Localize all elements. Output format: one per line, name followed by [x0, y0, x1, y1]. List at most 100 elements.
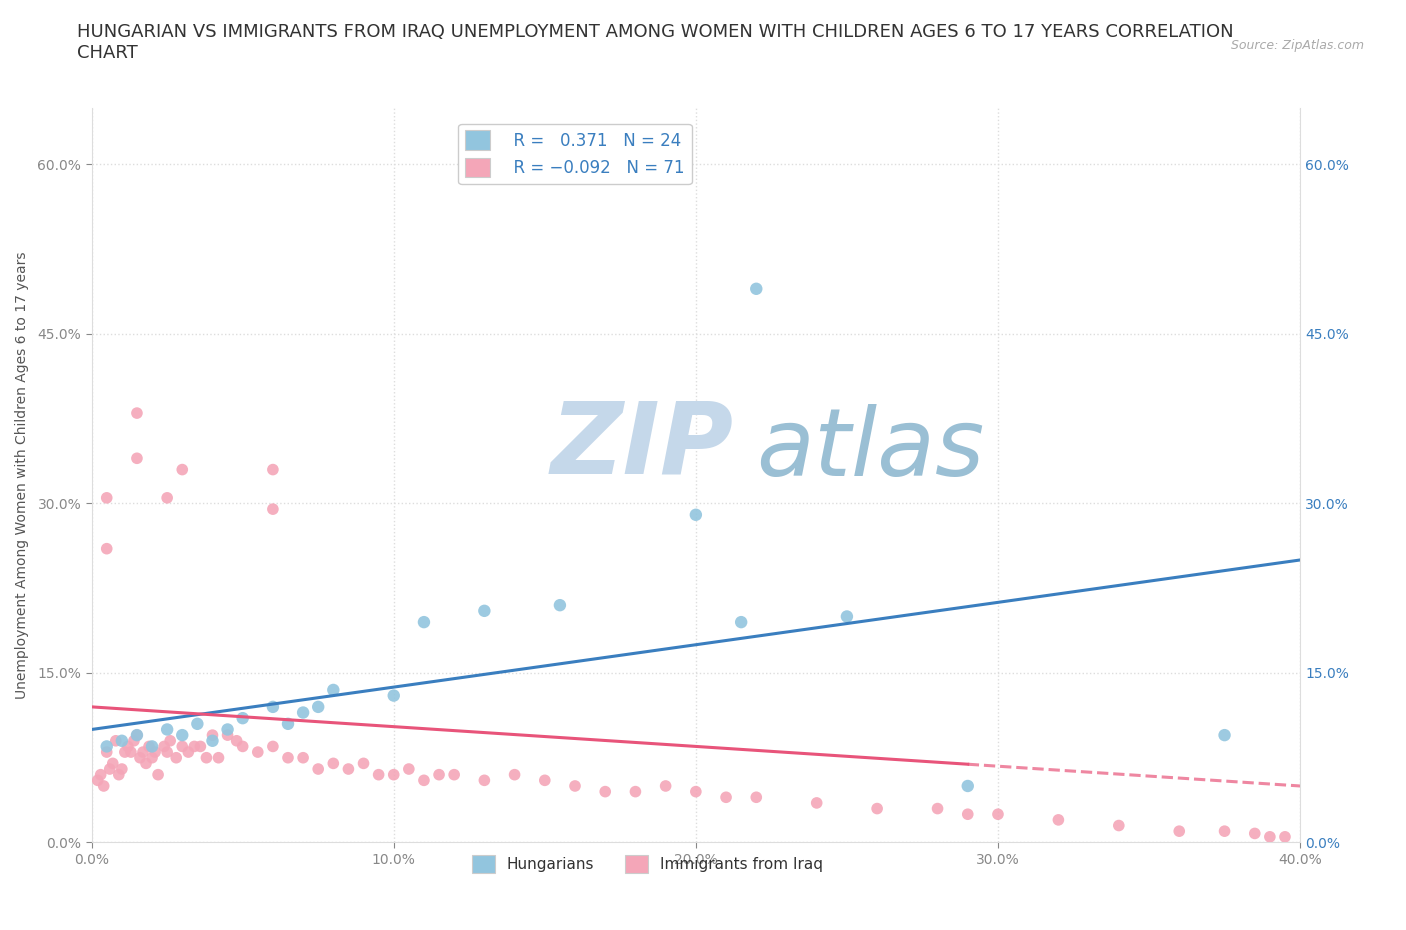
- Point: [125, 405, 148, 420]
- Point: [96, 490, 118, 505]
- Point: [1047, 813, 1070, 828]
- Point: [987, 807, 1010, 822]
- Point: [292, 705, 315, 720]
- Point: [86, 773, 108, 788]
- Point: [474, 604, 496, 618]
- Point: [246, 745, 269, 760]
- Text: Source: ZipAtlas.com: Source: ZipAtlas.com: [1230, 39, 1364, 52]
- Point: [96, 541, 118, 556]
- Point: [201, 734, 224, 749]
- Point: [730, 615, 752, 630]
- Point: [172, 462, 194, 477]
- Text: HUNGARIAN VS IMMIGRANTS FROM IRAQ UNEMPLOYMENT AMONG WOMEN WITH CHILDREN AGES 6 : HUNGARIAN VS IMMIGRANTS FROM IRAQ UNEMPL…: [77, 23, 1234, 62]
- Text: atlas: atlas: [756, 404, 984, 495]
- Point: [129, 751, 152, 765]
- Point: [1108, 818, 1130, 833]
- Point: [159, 734, 181, 749]
- Point: [322, 756, 344, 771]
- Point: [98, 762, 121, 777]
- Point: [533, 773, 555, 788]
- Point: [956, 778, 979, 793]
- Point: [1213, 727, 1236, 742]
- Point: [685, 508, 707, 523]
- Point: [382, 767, 405, 782]
- Point: [307, 699, 329, 714]
- Point: [225, 734, 247, 749]
- Legend: Hungarians, Immigrants from Iraq: Hungarians, Immigrants from Iraq: [465, 849, 830, 879]
- Point: [277, 716, 299, 731]
- Point: [503, 767, 526, 782]
- Point: [190, 739, 212, 754]
- Point: [1258, 830, 1281, 844]
- Point: [122, 734, 145, 749]
- Point: [835, 609, 858, 624]
- Point: [427, 767, 450, 782]
- Text: ZIP: ZIP: [551, 397, 734, 495]
- Point: [165, 751, 187, 765]
- Point: [183, 739, 205, 754]
- Point: [866, 801, 889, 816]
- Point: [125, 727, 148, 742]
- Point: [177, 745, 200, 760]
- Point: [262, 739, 284, 754]
- Point: [146, 767, 169, 782]
- Point: [138, 739, 160, 754]
- Point: [201, 727, 224, 742]
- Point: [277, 751, 299, 765]
- Point: [156, 745, 179, 760]
- Point: [96, 739, 118, 754]
- Point: [125, 727, 148, 742]
- Point: [153, 739, 176, 754]
- Point: [232, 739, 254, 754]
- Point: [382, 688, 405, 703]
- Point: [654, 778, 676, 793]
- Point: [927, 801, 949, 816]
- Point: [956, 807, 979, 822]
- Point: [232, 711, 254, 725]
- Point: [114, 745, 136, 760]
- Point: [207, 751, 229, 765]
- Point: [96, 745, 118, 760]
- Point: [1213, 824, 1236, 839]
- Point: [108, 767, 131, 782]
- Point: [186, 716, 208, 731]
- Point: [367, 767, 389, 782]
- Point: [93, 778, 115, 793]
- Point: [117, 739, 139, 754]
- Point: [172, 727, 194, 742]
- Point: [104, 734, 127, 749]
- Point: [90, 767, 112, 782]
- Point: [292, 751, 315, 765]
- Point: [307, 762, 329, 777]
- Point: [111, 762, 134, 777]
- Point: [685, 784, 707, 799]
- Point: [714, 790, 737, 804]
- Point: [398, 762, 420, 777]
- Point: [262, 462, 284, 477]
- Point: [217, 727, 239, 742]
- Point: [135, 756, 157, 771]
- Point: [141, 751, 163, 765]
- Point: [548, 598, 571, 613]
- Point: [745, 790, 768, 804]
- Point: [564, 778, 586, 793]
- Point: [120, 745, 142, 760]
- Point: [195, 751, 218, 765]
- Point: [745, 282, 768, 297]
- Point: [413, 615, 436, 630]
- Point: [125, 451, 148, 466]
- Point: [624, 784, 647, 799]
- Point: [443, 767, 465, 782]
- Point: [337, 762, 360, 777]
- Point: [262, 699, 284, 714]
- Point: [132, 745, 155, 760]
- Point: [353, 756, 375, 771]
- Point: [101, 756, 124, 771]
- Point: [413, 773, 436, 788]
- Point: [1274, 830, 1296, 844]
- Point: [156, 490, 179, 505]
- Point: [156, 722, 179, 737]
- Point: [1243, 826, 1265, 841]
- Y-axis label: Unemployment Among Women with Children Ages 6 to 17 years: Unemployment Among Women with Children A…: [15, 251, 30, 699]
- Point: [474, 773, 496, 788]
